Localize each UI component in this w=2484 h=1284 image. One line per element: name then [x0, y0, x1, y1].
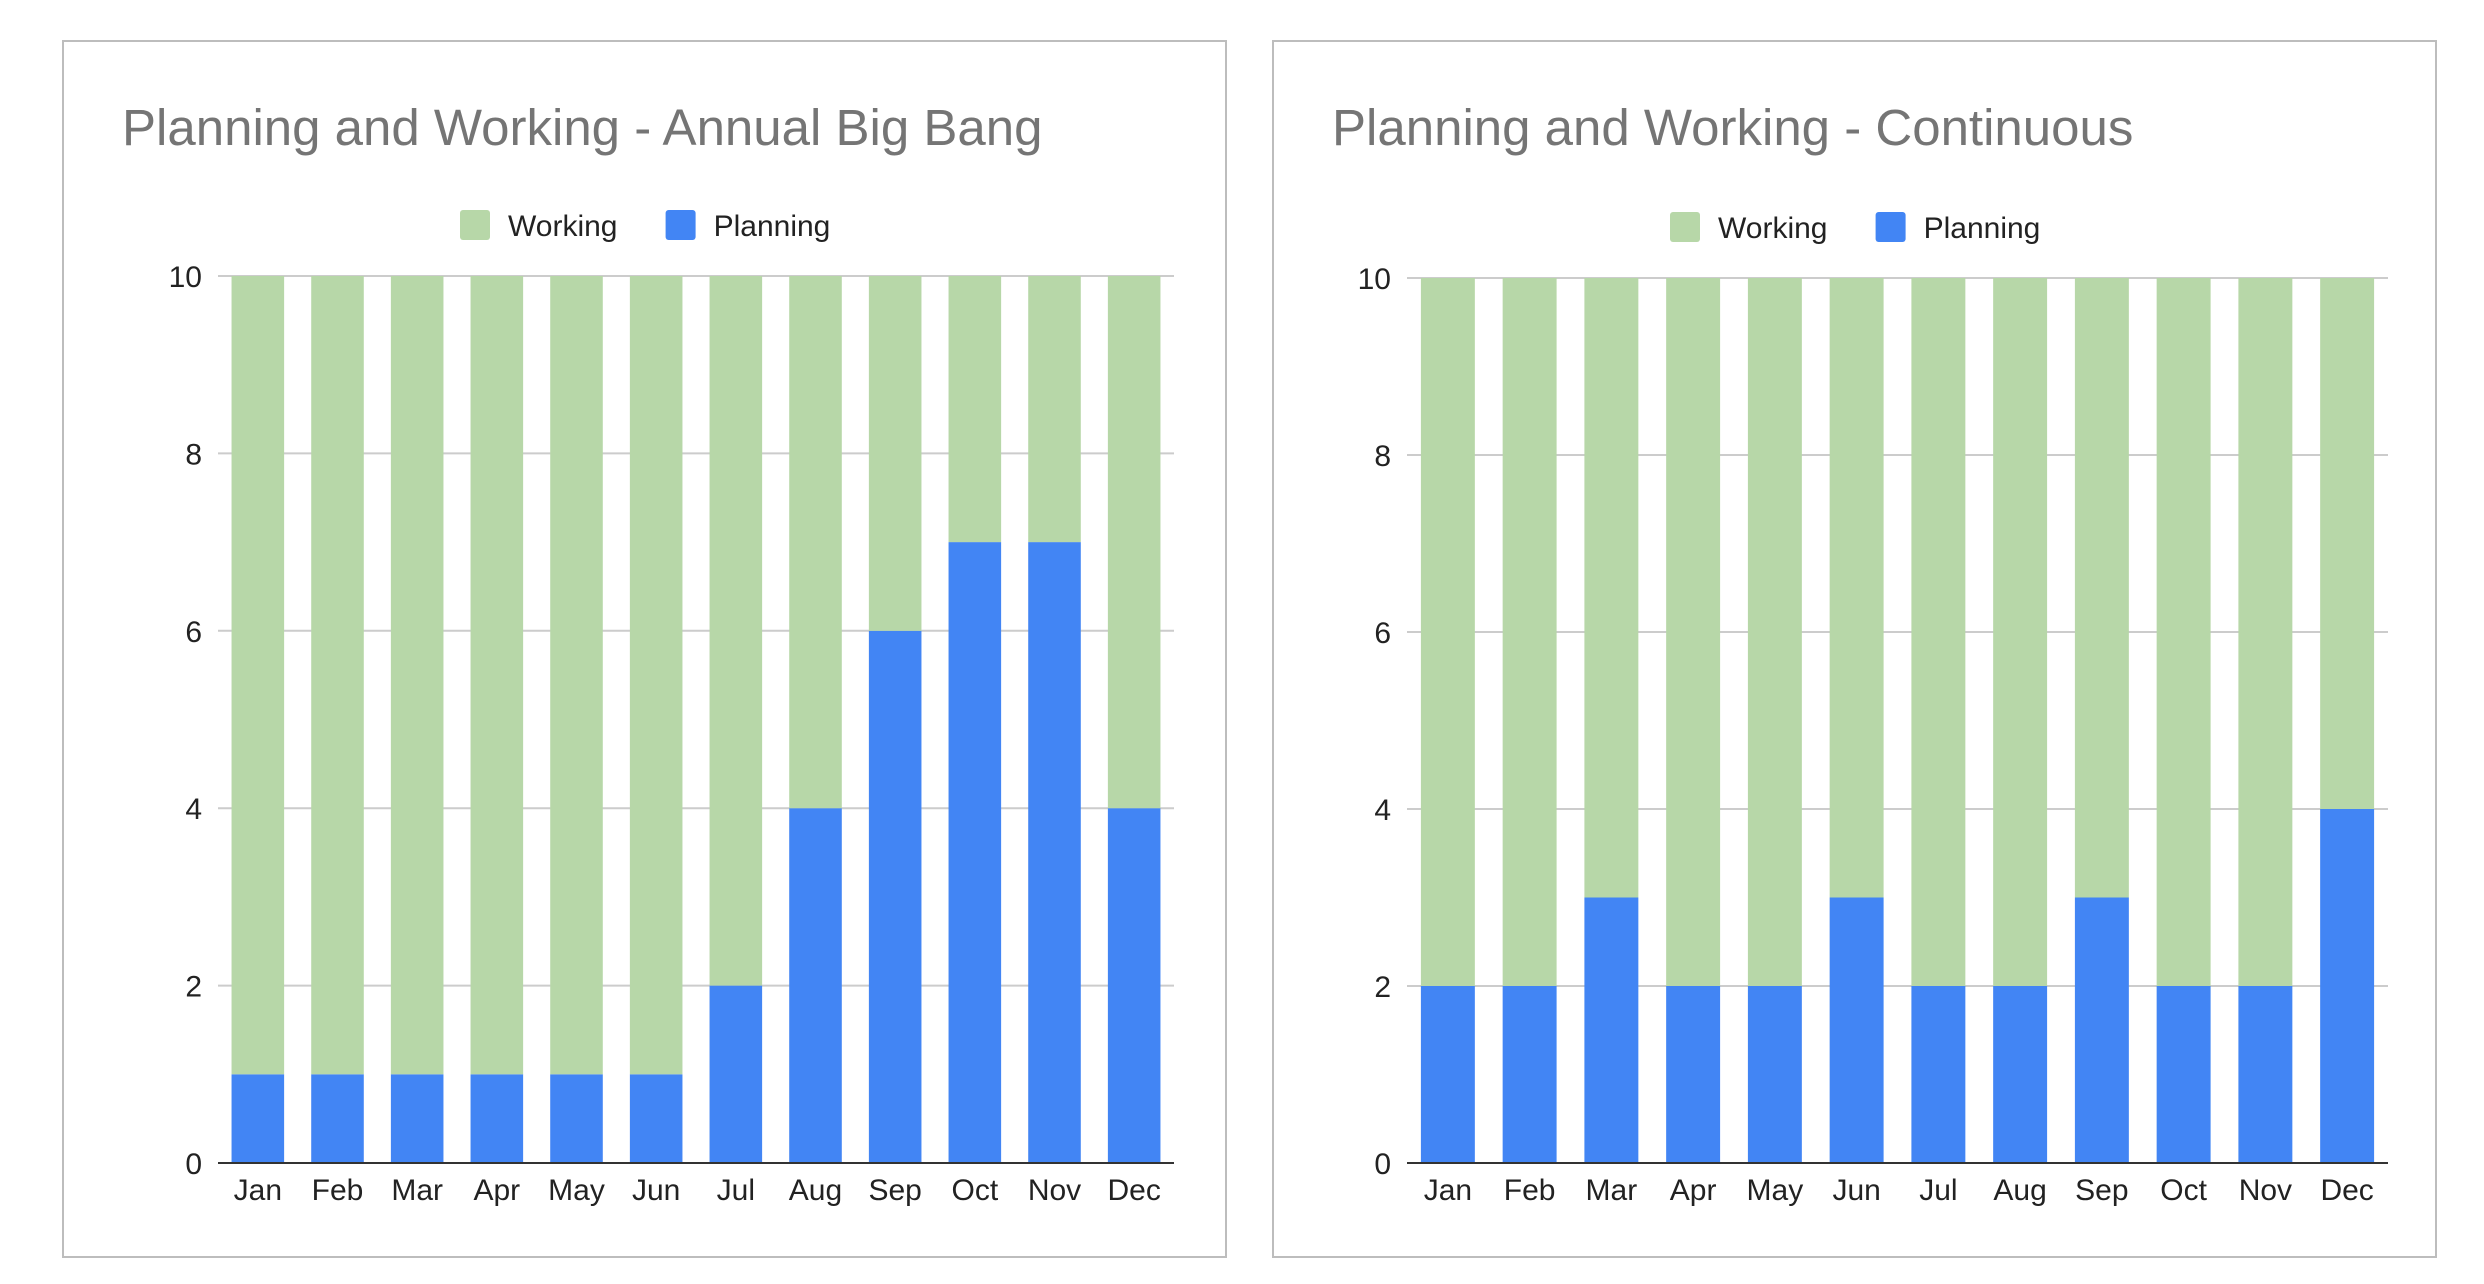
x-tick-label: Feb [312, 1174, 364, 1207]
bar-planning-nov [2238, 986, 2293, 1163]
bar-planning-jun [629, 1074, 683, 1163]
x-tick-label: May [548, 1174, 605, 1207]
bar-planning-nov [1028, 542, 1081, 1163]
bar-working-sep [2074, 278, 2129, 898]
bar-working-jul [1911, 278, 1966, 986]
y-tick-label: 0 [185, 1148, 202, 1181]
x-tick-label: Jul [1919, 1174, 1957, 1207]
bar-planning-mar [1584, 897, 1639, 1163]
bar-working-nov [1028, 276, 1081, 543]
bar-working-jun [1829, 278, 1884, 898]
legend-swatch-planning [1875, 212, 1906, 242]
x-tick-label: Jan [234, 1174, 282, 1207]
bar-planning-jun [1829, 897, 1884, 1163]
bar-planning-apr [1666, 986, 1721, 1163]
bar-planning-oct [948, 542, 1002, 1163]
chart-panel-annual-big-bang: Planning and Working - Annual Big Bang 0… [62, 40, 1227, 1258]
x-tick-label: Mar [1586, 1174, 1638, 1207]
y-tick-label: 10 [169, 261, 202, 294]
x-tick-label: Jun [632, 1174, 680, 1207]
bar-working-aug [1993, 278, 2048, 986]
bar-working-jan [1420, 278, 1475, 986]
chart-panel-continuous: Planning and Working - Continuous 0 2 4 6 8 1… [1272, 40, 2437, 1258]
bar-working-feb [1502, 278, 1557, 986]
x-tick-label: Aug [789, 1174, 842, 1207]
x-tick-label: Oct [951, 1174, 998, 1207]
y-tick-label: 4 [185, 793, 202, 826]
x-tick-label: Apr [473, 1174, 520, 1207]
x-tick-label: Nov [1028, 1174, 1081, 1207]
bar-working-nov [2238, 278, 2293, 986]
legend-label-planning: Planning [714, 210, 831, 243]
bar-planning-jan [231, 1074, 285, 1163]
x-tick-label: Sep [868, 1174, 921, 1207]
bar-working-mar [1584, 278, 1639, 898]
y-tick-label: 8 [185, 438, 202, 471]
bar-planning-apr [470, 1074, 524, 1163]
x-tick-label: Jan [1424, 1174, 1472, 1207]
bar-working-mar [390, 276, 444, 1075]
bar-working-sep [868, 276, 922, 631]
bar-planning-jan [1420, 986, 1475, 1163]
legend-swatch-working [1670, 212, 1700, 242]
x-tick-label: Dec [2320, 1174, 2373, 1207]
bar-working-oct [948, 276, 1002, 543]
x-tick-label: Nov [2239, 1174, 2292, 1207]
bar-planning-sep [2074, 897, 2129, 1163]
bar-planning-jul [1911, 986, 1966, 1163]
bar-planning-dec [2320, 809, 2375, 1163]
bar-planning-mar [390, 1074, 444, 1163]
y-tick-label: 2 [1374, 971, 1391, 1004]
y-tick-label: 2 [185, 971, 202, 1004]
bar-working-may [1747, 278, 1802, 986]
x-tick-label: Sep [2075, 1174, 2128, 1207]
bar-working-dec [1107, 276, 1161, 809]
x-tick-label: Mar [391, 1174, 443, 1207]
x-tick-label: Aug [1993, 1174, 2046, 1207]
y-tick-label: 6 [1374, 617, 1391, 650]
bar-working-dec [2320, 278, 2375, 809]
bar-planning-jul [709, 985, 763, 1163]
chart-annual-big-bang: Planning and Working - Annual Big Bang 0… [122, 99, 1174, 1207]
x-tick-label: Feb [1504, 1174, 1556, 1207]
x-tick-label: Jun [1832, 1174, 1880, 1207]
bar-planning-feb [1502, 986, 1557, 1163]
x-tick-label: Dec [1107, 1174, 1160, 1207]
bar-planning-oct [2156, 986, 2211, 1163]
y-tick-label: 10 [1358, 263, 1391, 296]
x-tick-label: Apr [1670, 1174, 1717, 1207]
bar-working-apr [470, 276, 524, 1075]
x-tick-label: Jul [717, 1174, 755, 1207]
bar-planning-sep [868, 630, 922, 1163]
bar-working-may [550, 276, 603, 1075]
legend-label-planning: Planning [1924, 212, 2041, 245]
y-tick-label: 8 [1374, 440, 1391, 473]
bar-planning-aug [1993, 986, 2048, 1163]
bar-working-feb [311, 276, 364, 1075]
legend-label-working: Working [1718, 212, 1827, 245]
bar-planning-aug [789, 808, 842, 1163]
chart-continuous: Planning and Working - Continuous 0 2 4 6 8 1… [1332, 99, 2388, 1207]
bar-planning-dec [1107, 808, 1161, 1163]
bar-planning-feb [311, 1074, 364, 1163]
y-tick-label: 6 [185, 616, 202, 649]
chart-title: Planning and Working - Continuous [1332, 99, 2133, 156]
y-tick-label: 0 [1374, 1148, 1391, 1181]
chart-title: Planning and Working - Annual Big Bang [122, 99, 1043, 156]
bar-working-jan [231, 276, 285, 1075]
legend-label-working: Working [508, 210, 617, 243]
x-tick-label: Oct [2160, 1174, 2207, 1207]
bar-working-aug [789, 276, 842, 809]
bar-planning-may [550, 1074, 603, 1163]
bar-planning-may [1747, 986, 1802, 1163]
bar-working-jun [629, 276, 683, 1075]
bar-working-oct [2156, 278, 2211, 986]
x-tick-label: May [1747, 1174, 1804, 1207]
legend-swatch-working [460, 210, 490, 240]
bar-working-apr [1666, 278, 1721, 986]
legend-swatch-planning [665, 210, 696, 240]
bar-working-jul [709, 276, 763, 986]
y-tick-label: 4 [1374, 794, 1391, 827]
